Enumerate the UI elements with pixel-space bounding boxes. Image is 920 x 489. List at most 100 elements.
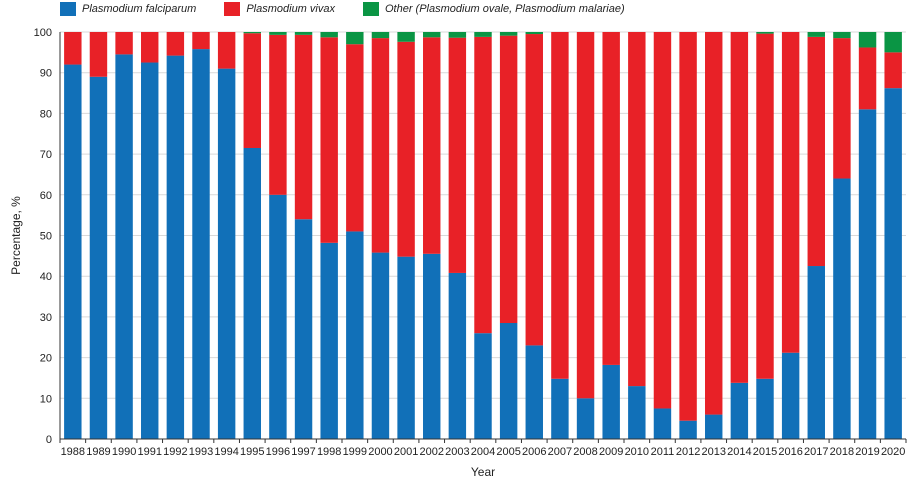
bar-other (884, 32, 902, 53)
bar-vivax (64, 32, 82, 65)
bar-other (833, 32, 851, 39)
bar-vivax (243, 33, 261, 148)
bar-falciparum (705, 414, 723, 439)
bar-other (320, 32, 338, 38)
x-tick-label: 2000 (368, 446, 392, 458)
bar-falciparum (166, 55, 185, 440)
x-tick-label: 2017 (804, 446, 828, 458)
x-tick-label: 2016 (778, 446, 802, 458)
x-tick-label: 2010 (625, 446, 649, 458)
bar-falciparum (730, 382, 749, 439)
x-tick-label: 1989 (86, 446, 110, 458)
legend: Plasmodium falciparum Plasmodium vivax O… (60, 2, 653, 16)
x-tick-label: 2012 (676, 446, 700, 458)
bar-falciparum (294, 219, 313, 439)
y-tick-label: 70 (40, 149, 52, 161)
bars (64, 32, 902, 440)
bar-vivax (89, 32, 108, 77)
bar-vivax (628, 32, 646, 387)
y-tick-label: 40 (40, 271, 52, 283)
y-tick-label: 90 (40, 68, 52, 80)
x-tick-label: 1992 (163, 446, 187, 458)
bar-vivax (320, 37, 338, 243)
bar-falciparum (89, 76, 108, 440)
bar-other (525, 32, 543, 35)
x-tick-label: 1988 (61, 446, 85, 458)
bar-other (448, 32, 467, 38)
x-tick-label: 2008 (573, 446, 597, 458)
bar-other (807, 32, 825, 37)
x-tick-label: 2019 (855, 446, 879, 458)
bar-falciparum (679, 420, 697, 439)
bar-falciparum (807, 266, 825, 439)
bar-vivax (217, 32, 236, 69)
bar-vivax (807, 36, 825, 267)
bar-falciparum (653, 408, 672, 439)
legend-swatch-falciparum (60, 2, 76, 16)
bar-vivax (166, 32, 185, 56)
x-tick-label: 1995 (240, 446, 264, 458)
bar-falciparum (884, 88, 902, 439)
bar-falciparum (243, 147, 261, 439)
bar-falciparum (320, 242, 338, 439)
x-tick-label: 1998 (317, 446, 341, 458)
legend-swatch-other (362, 2, 379, 16)
bar-vivax (653, 32, 672, 409)
y-tick-label: 0 (46, 434, 52, 446)
x-tick-label: 2004 (471, 446, 495, 458)
x-tick-label: 2011 (651, 446, 675, 458)
legend-label-falciparum: Plasmodium falciparum (82, 3, 197, 15)
bar-vivax (730, 32, 749, 383)
bar-vivax (858, 47, 877, 110)
y-tick-label: 100 (34, 27, 52, 39)
bar-falciparum (499, 323, 518, 439)
bar-falciparum (269, 194, 287, 439)
bar-vivax (371, 38, 390, 253)
bar-falciparum (525, 345, 543, 439)
bar-vivax (294, 34, 313, 220)
bar-vivax (423, 37, 441, 254)
bar-other (474, 32, 492, 37)
bar-vivax (884, 52, 902, 89)
bar-falciparum (602, 364, 620, 439)
bar-other (499, 32, 518, 36)
y-tick-label: 30 (40, 312, 52, 324)
bar-vivax (551, 32, 569, 379)
x-tick-label: 2007 (548, 446, 572, 458)
x-tick-label: 2018 (830, 446, 854, 458)
bar-other (397, 32, 415, 42)
x-tick-label: 2009 (599, 446, 623, 458)
bar-vivax (474, 36, 492, 334)
bar-vivax (141, 32, 159, 63)
bar-vivax (448, 37, 467, 273)
bar-falciparum (423, 253, 441, 439)
x-tick-label: 1996 (266, 446, 290, 458)
x-tick-label: 2002 (419, 446, 443, 458)
legend-label-vivax: Plasmodium vivax (246, 3, 335, 15)
bar-vivax (499, 35, 518, 324)
bar-other (346, 32, 364, 45)
y-tick-label: 50 (40, 231, 52, 243)
x-tick-label: 2006 (522, 446, 546, 458)
legend-item-falciparum: Plasmodium falciparum (60, 2, 196, 16)
bar-vivax (781, 32, 800, 353)
bar-falciparum (371, 252, 390, 439)
x-tick-label: 1994 (214, 446, 238, 458)
bar-vivax (576, 32, 595, 399)
y-axis-title: Percentage, % (9, 196, 23, 275)
x-tick-label: 2020 (881, 446, 905, 458)
bar-falciparum (756, 378, 774, 439)
bar-falciparum (115, 54, 133, 439)
bar-other (371, 32, 390, 39)
bar-vivax (525, 34, 543, 346)
bar-falciparum (858, 109, 877, 439)
bar-falciparum (448, 272, 467, 439)
bar-vivax (756, 33, 774, 379)
bar-vivax (346, 44, 364, 232)
y-tick-label: 20 (40, 353, 52, 365)
bar-vivax (192, 32, 210, 50)
bar-falciparum (397, 256, 415, 439)
